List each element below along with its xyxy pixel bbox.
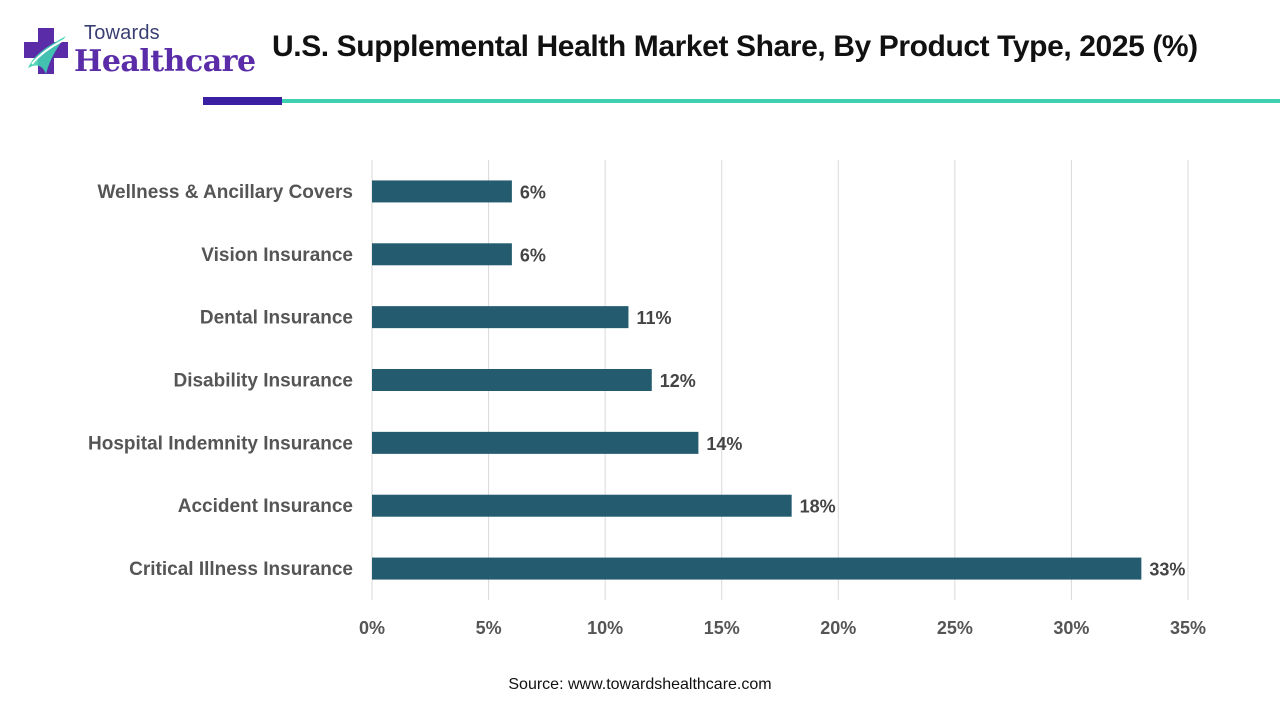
category-label: Dental Insurance: [200, 308, 353, 329]
data-label: 14%: [706, 434, 742, 454]
data-label: 33%: [1149, 560, 1185, 580]
x-tick-label: 30%: [1053, 618, 1089, 638]
bar: [372, 243, 512, 266]
logo: Towards Healthcare: [20, 18, 256, 86]
logo-word-healthcare: Healthcare: [74, 44, 256, 79]
x-tick-label: 25%: [937, 618, 973, 638]
data-label: 12%: [660, 371, 696, 391]
category-label: Critical Illness Insurance: [129, 559, 353, 580]
x-tick-label: 0%: [359, 618, 385, 638]
bars: [372, 180, 1142, 580]
data-label: 18%: [800, 497, 836, 517]
data-label: 6%: [520, 182, 546, 202]
category-label: Vision Insurance: [201, 245, 353, 266]
bar: [372, 180, 512, 203]
category-labels: Wellness & Ancillary Covers Vision Insura…: [88, 182, 353, 580]
bar: [372, 306, 629, 329]
title-rule: [282, 99, 1280, 103]
x-tick-label: 15%: [704, 618, 740, 638]
bar: [372, 369, 652, 391]
x-tick-label: 10%: [587, 618, 623, 638]
healthcare-cross-icon: [24, 28, 68, 74]
bar: [372, 431, 699, 454]
data-label: 6%: [520, 245, 546, 265]
data-labels: 6% 6% 11% 12% 14% 18% 33%: [520, 182, 1186, 579]
title-rule-accent: [203, 97, 282, 105]
source-note: Source: www.towardshealthcare.com: [508, 676, 772, 693]
x-axis-tick-labels: 0% 5% 10% 15% 20% 25% 30% 35%: [359, 618, 1206, 638]
category-label: Disability Insurance: [173, 371, 353, 392]
x-tick-label: 20%: [820, 618, 856, 638]
data-label: 11%: [636, 308, 671, 328]
x-tick-label: 5%: [476, 618, 502, 638]
bar: [372, 557, 1142, 580]
logo-word-towards: Towards: [84, 22, 160, 44]
bar: [372, 494, 792, 517]
category-label: Wellness & Ancillary Covers: [97, 182, 353, 203]
category-label: Accident Insurance: [178, 496, 353, 517]
chart-title: U.S. Supplemental Health Market Share, B…: [272, 30, 1198, 63]
x-tick-label: 35%: [1170, 618, 1206, 638]
category-label: Hospital Indemnity Insurance: [88, 433, 353, 454]
